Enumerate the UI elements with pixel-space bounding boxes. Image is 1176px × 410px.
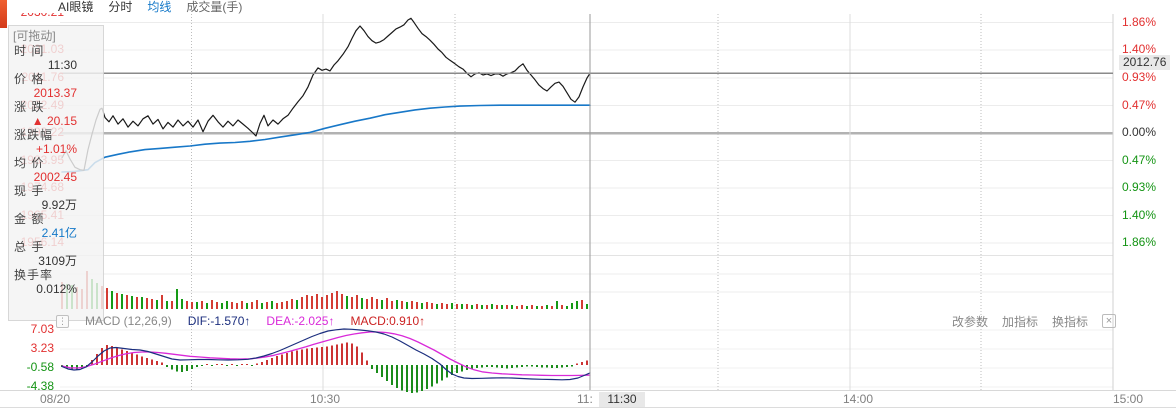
macd-title: MACD (12,26,9) [85,314,172,328]
macd-dif-value: DIF:-1.570↑ [187,314,251,328]
tooltip-row: 换手率 0.012% [9,268,103,296]
switch-indicator-button[interactable]: 换指标 [1051,314,1088,329]
tooltip-row-label: 涨跌幅 [14,128,54,142]
right-axis-percent-label: 1.40% [1122,207,1157,222]
right-axis-percent-label: 0.47% [1122,97,1157,112]
add-indicator-button[interactable]: 加指标 [1001,314,1038,329]
right-axis-percent-label: 1.86% [1122,14,1157,29]
tooltip-row-label: 总 手 [14,240,45,254]
time-axis-1400: 14:00 [842,392,874,406]
macd-axis-label: 3.23 [30,341,54,355]
tooltip-row-label: 涨 跌 [14,100,45,114]
crosshair-time-tag: 11:30 [599,392,645,407]
tooltip-draggable-hint: [可拖动] [13,29,56,43]
right-axis-percent-label: 0.47% [1122,152,1157,167]
tooltip-row: 时 间 11:30 [9,44,103,72]
tooltip-row-label: 现 手 [14,184,45,198]
macd-axis-label: -0.58 [26,360,54,374]
time-axis-date: 08/20 [40,392,71,406]
tooltip-row: 涨跌幅 +1.01% [9,128,103,156]
tab-average-line[interactable]: 均线 [147,0,172,14]
indicator-drag-handle-icon[interactable]: ⋮ [56,314,69,328]
tab-volume[interactable]: 成交量(手) [186,0,243,14]
macd-dea-value: DEA:-2.025↑ [266,314,335,328]
quote-tooltip-panel[interactable]: [可拖动] 时 间 11:30 价 格 2013.37 涨 跌 ▲ 20.15 涨跌幅 +1.… [8,25,104,321]
right-axis-percent-label: 1.40% [1122,42,1157,56]
time-axis-1500: 15:00 [1112,392,1144,406]
tooltip-row-label: 价 格 [14,72,45,86]
time-axis-1030: 10:30 [309,392,341,406]
chart-tabs-bar: AI眼镜 分时 均线 成交量(手) [0,0,1176,14]
right-axis-percent-label: 1.86% [1122,235,1157,249]
macd-indicator-header: ⋮ MACD (12,26,9) DIF:-1.570↑ DEA:-2.025↑… [56,312,1116,330]
tooltip-row: 总 手 3109万 [9,240,103,268]
tooltip-row: 均 价 2002.45 [9,156,103,184]
indicator-actions: 改参数 加指标 换指标 × [952,313,1116,330]
tooltip-row: 现 手 9.92万 [9,184,103,212]
tooltip-row-value: 2.41亿 [41,226,77,240]
right-axis-percent-label: 0.93% [1122,180,1157,194]
right-axis-percent-label: 0.00% [1122,125,1157,139]
tooltip-row-value: 0.012% [36,282,77,296]
tooltip-row-label: 换手率 [14,268,54,282]
tooltip-row-value: 2002.45 [33,170,77,184]
close-indicator-icon[interactable]: × [1102,314,1116,328]
macd-axis-label: 7.03 [30,322,54,336]
change-params-button[interactable]: 改参数 [951,314,988,329]
tooltip-row-value: ▲ 20.15 [31,114,77,128]
tab-ai-glasses[interactable]: AI眼镜 [58,0,94,14]
tooltip-row: 涨 跌 ▲ 20.15 [9,100,103,128]
tooltip-row: 价 格 2013.37 [9,72,103,100]
tooltip-row-value: 3109万 [38,254,77,268]
macd-bar-value: MACD:0.910↑ [350,314,426,328]
tooltip-row-label: 时 间 [14,44,45,58]
time-axis-1130-clipped: 11: [577,392,593,406]
tooltip-row: 金 额 2.41亿 [9,212,103,240]
right-axis-percent-label: 0.93% [1122,70,1157,84]
tooltip-row-label: 金 额 [14,212,45,226]
macd-axis-label: -4.38 [26,379,54,393]
tooltip-row-value: 9.92万 [41,198,77,212]
crosshair-price-tag: 2012.76 [1119,55,1171,70]
tooltip-row-value: 11:30 [47,58,77,72]
tooltip-row-value: 2013.37 [33,86,77,100]
tooltip-row-label: 均 价 [14,156,45,170]
corner-marker [0,0,7,28]
tooltip-row-value: +1.01% [35,142,77,156]
tab-intraday[interactable]: 分时 [108,0,133,14]
